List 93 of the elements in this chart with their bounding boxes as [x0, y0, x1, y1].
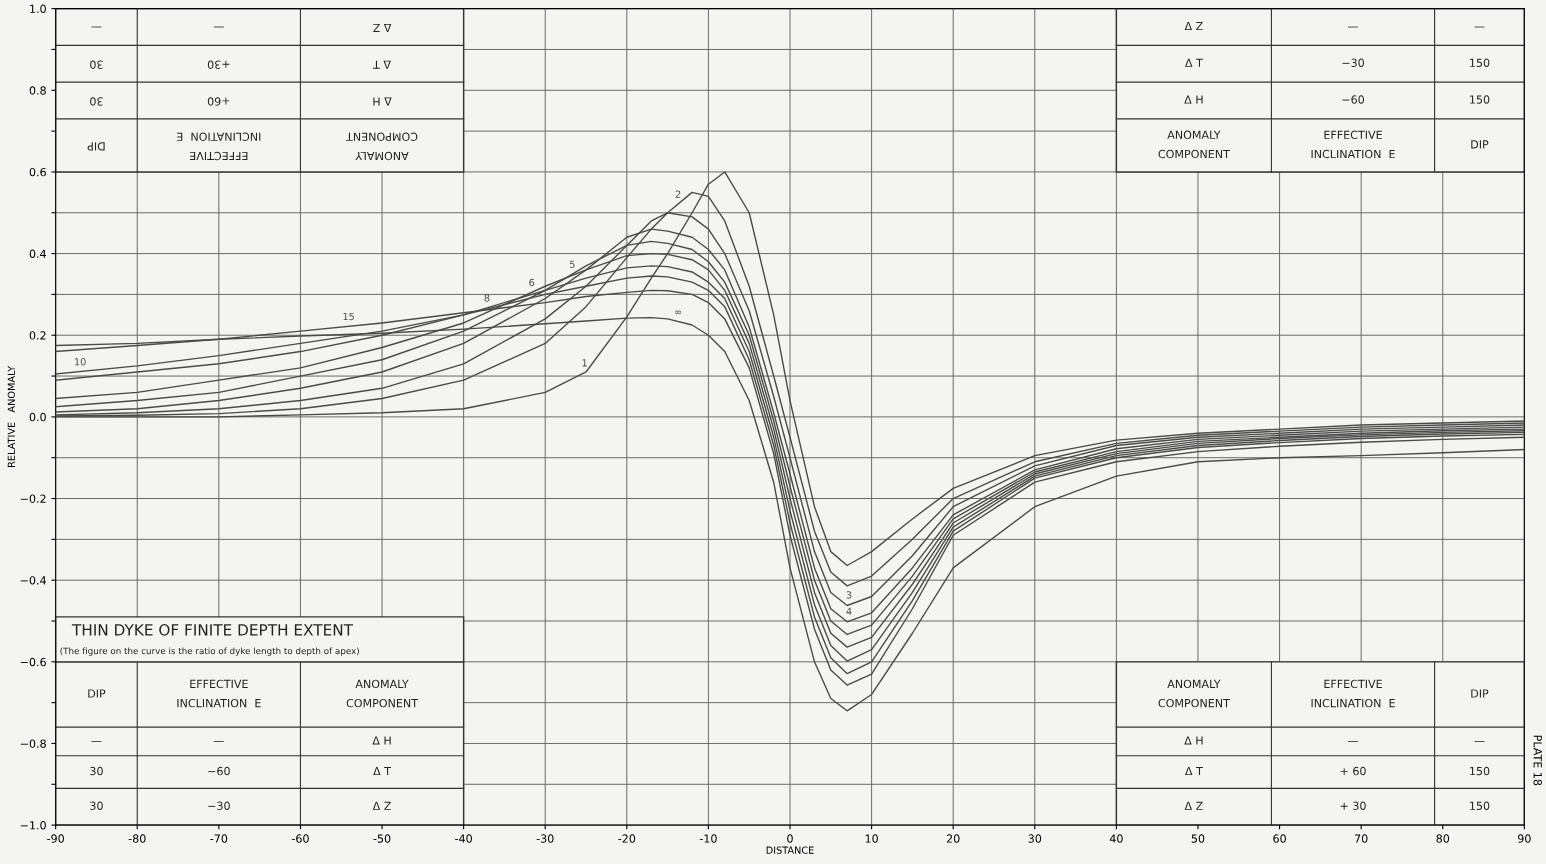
text: (The figure on the curve is the ratio of dyke length to depth of apex)	[60, 647, 359, 656]
x-tick-label: -40	[455, 834, 472, 843]
y-tick-label: 0.4	[29, 249, 47, 258]
x-axis-title: DISTANCE	[766, 846, 814, 854]
annotation: −30	[1342, 58, 1364, 67]
annotation: + 60	[1340, 766, 1366, 776]
x-tick-label: 80	[1436, 834, 1450, 843]
annotation: +60	[207, 97, 230, 106]
annotation: −60	[208, 766, 230, 776]
annotation: EFFECTIVE INCLINATION E	[177, 132, 261, 161]
y-tick-label: −0.2	[20, 494, 46, 503]
annotation: 150	[1470, 95, 1490, 104]
annotation: EFFECTIVE INCLINATION E	[177, 679, 261, 708]
annotation: —	[1348, 26, 1359, 28]
annotation: −30	[208, 801, 230, 810]
annotation: EFFECTIVE INCLINATION E	[1311, 130, 1395, 159]
x-tick-label: -80	[128, 834, 146, 843]
annotation: EFFECTIVE INCLINATION E	[1311, 679, 1395, 708]
annotation: ANOMALY COMPONENT	[1158, 130, 1230, 159]
y-tick-label: 0.0	[29, 412, 46, 422]
x-tick-label: -30	[536, 834, 554, 843]
x-tick-label: -60	[291, 834, 309, 843]
x-tick-label: -90	[47, 834, 64, 843]
y-tick-label: 0.2	[29, 331, 46, 340]
text: PLATE 18	[1533, 735, 1542, 786]
annotation: —	[91, 26, 102, 28]
annotation: ANOMALY COMPONENT	[1158, 679, 1230, 708]
annotation: +30	[207, 60, 230, 69]
annotation: 150	[1470, 801, 1490, 810]
annotation: Δ Z	[373, 23, 392, 33]
annotation: + 30	[1340, 801, 1366, 810]
y-tick-label: −0.6	[20, 657, 46, 667]
series-label: 1	[582, 359, 587, 367]
x-tick-label: 10	[865, 834, 878, 843]
annotation: −60	[1342, 95, 1364, 104]
annotation: 30	[90, 60, 103, 69]
annotation: —	[213, 741, 224, 742]
x-tick-label: 90	[1517, 834, 1531, 843]
annotation: —	[1474, 26, 1485, 28]
annotation: Δ Z	[1184, 801, 1203, 810]
series-label: 6	[529, 278, 535, 287]
annotation: DIP	[1471, 140, 1489, 149]
series-label: 2	[675, 190, 681, 198]
annotation: 30	[90, 97, 103, 106]
series-label: 4	[846, 607, 852, 615]
x-tick-label: 40	[1109, 834, 1123, 843]
x-tick-label: -70	[210, 834, 228, 843]
annotation: 150	[1470, 58, 1490, 67]
annotation: ANOMALY COMPONENT	[346, 679, 419, 708]
y-tick-label: 0.6	[29, 167, 46, 177]
text: THIN DYKE OF FINITE DEPTH EXTENT	[71, 624, 354, 636]
x-tick-label: 0	[787, 834, 793, 843]
annotation: Δ Z	[372, 801, 391, 810]
annotation: Δ H	[1184, 736, 1203, 745]
y-tick-label: −0.4	[20, 576, 46, 585]
annotation: Δ H	[373, 97, 392, 106]
series-label: 3	[846, 591, 852, 599]
series-label: 15	[343, 312, 354, 321]
y-tick-label: 0.8	[29, 86, 46, 95]
annotation: Δ H	[1184, 95, 1203, 104]
x-tick-label: 20	[946, 834, 960, 843]
y-tick-label: −0.8	[20, 739, 46, 748]
x-tick-label: 70	[1355, 834, 1368, 843]
annotation: Δ H	[372, 736, 391, 745]
y-axis-title: RELATIVE ANOMALY	[7, 365, 15, 467]
annotation: Δ Z	[1184, 21, 1203, 31]
annotation: —	[1348, 741, 1359, 742]
x-tick-label: -10	[699, 834, 717, 843]
annotation: ANOMALY COMPONENT	[346, 132, 418, 161]
annotation: —	[1474, 741, 1485, 742]
series-label: 10	[75, 358, 86, 366]
x-tick-label: 50	[1191, 834, 1205, 843]
y-tick-label: −1.0	[20, 821, 46, 830]
annotation: —	[91, 741, 102, 742]
x-tick-label: 30	[1028, 834, 1042, 843]
annotation: 30	[90, 766, 103, 776]
annotation: DIP	[1471, 689, 1489, 698]
annotation: 30	[90, 801, 103, 810]
series-label: ∞	[675, 310, 682, 315]
y-tick-label: 1.0	[30, 4, 46, 14]
annotation: DIP	[87, 142, 105, 151]
annotation: Δ T	[373, 60, 391, 69]
annotation: DIP	[88, 689, 106, 698]
x-tick-label: -50	[373, 834, 391, 843]
annotation: Δ T	[1185, 767, 1203, 776]
annotation: 150	[1470, 766, 1490, 776]
series-label: 5	[570, 260, 575, 268]
annotation: Δ T	[1185, 58, 1203, 67]
x-tick-label: -20	[618, 834, 636, 843]
annotation: —	[213, 26, 224, 28]
annotation: Δ T	[373, 767, 392, 776]
x-tick-label: 60	[1273, 834, 1286, 843]
series-label: 8	[484, 294, 490, 302]
